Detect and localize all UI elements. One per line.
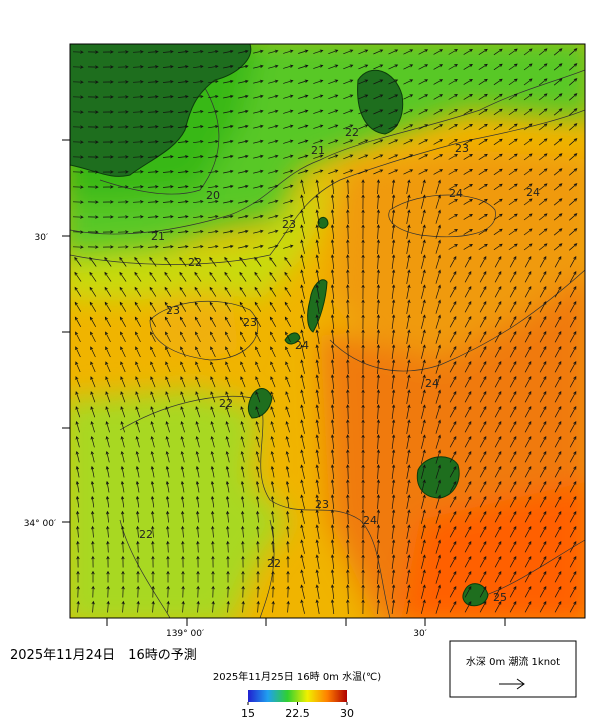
lat-label: 30′	[35, 233, 49, 243]
contour-labels: 20 21 21 22 22 23 24 24 23 23 23 24 24 22 22 22 23 24 25	[139, 126, 540, 604]
contour-label: 24	[526, 186, 540, 199]
contour-label: 22	[267, 557, 281, 570]
lat-label: 34° 00′	[24, 519, 56, 529]
legend-arrow	[499, 678, 525, 690]
colorbar-title: 2025年11月25日 16時 0m 水温(℃)	[213, 670, 381, 683]
contour-label: 24	[425, 377, 439, 390]
contour-label: 22	[345, 126, 359, 139]
contour-label: 21	[151, 230, 165, 243]
contour-label: 25	[493, 591, 507, 604]
contour-label: 24	[449, 187, 463, 200]
lon-label: 30′	[413, 629, 427, 639]
legend-box	[449, 640, 577, 698]
forecast-title: 2025年11月24日 16時の予測	[10, 648, 197, 663]
colorbar-tick-label: 15	[241, 707, 255, 720]
colorbar	[248, 690, 347, 702]
legend-text: 水深 0m 潮流 1knot	[466, 655, 560, 668]
contour-label: 23	[282, 218, 296, 231]
contour-label: 23	[315, 498, 329, 511]
map-frame	[69, 43, 586, 619]
contour-label: 22	[139, 528, 153, 541]
contour-label: 24	[295, 339, 309, 352]
contour-label: 20	[206, 189, 220, 202]
contour-label: 23	[243, 316, 257, 329]
contour-label: 21	[311, 144, 325, 157]
axis-ticks	[62, 139, 506, 626]
contour-label: 23	[166, 304, 180, 317]
islands	[70, 44, 489, 607]
contour-label: 24	[363, 514, 377, 527]
lon-label: 139° 00′	[166, 629, 204, 639]
colorbar-ticks: 15 22.5 30	[241, 702, 354, 720]
current-arrows	[72, 48, 578, 615]
contour-label: 22	[219, 397, 233, 410]
temperature-field	[70, 44, 585, 618]
contour-label: 23	[455, 142, 469, 155]
colorbar-tick-label: 30	[340, 707, 354, 720]
colorbar-tick-label: 22.5	[285, 707, 310, 720]
contour-lines	[70, 69, 585, 618]
contour-label: 22	[188, 256, 202, 269]
